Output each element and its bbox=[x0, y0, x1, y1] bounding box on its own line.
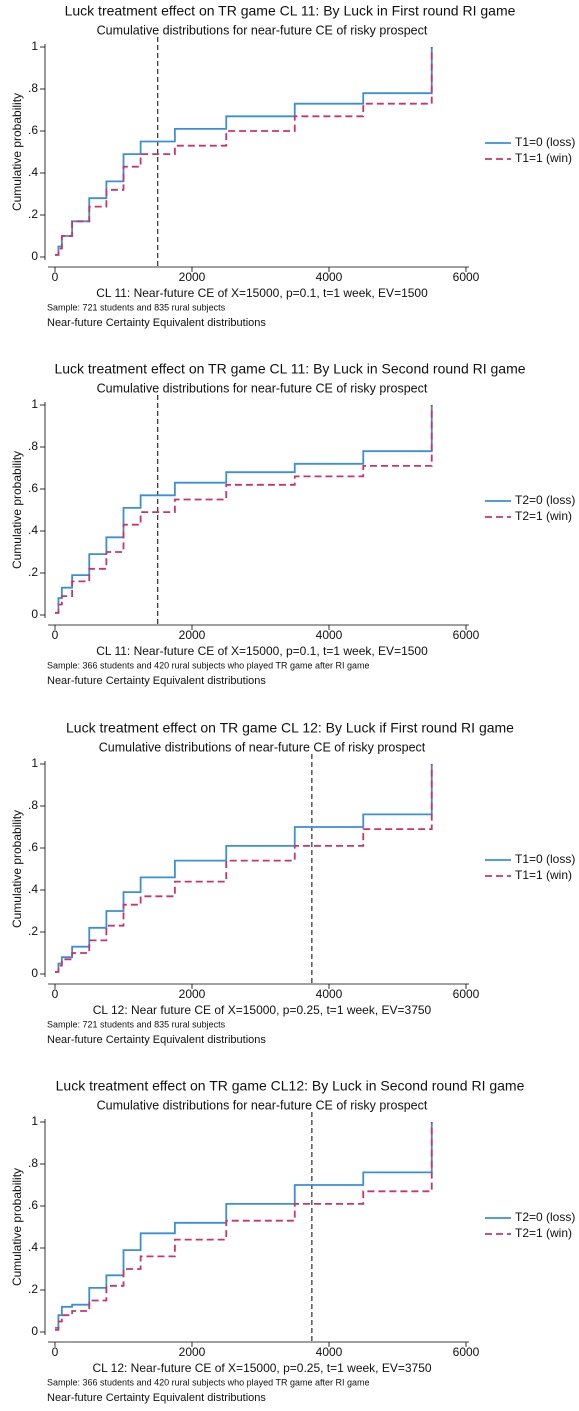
legend-label: T1=0 (loss) bbox=[515, 852, 575, 866]
x-tick-label: 6000 bbox=[453, 270, 480, 284]
chart: Luck treatment effect on TR game CL 12: … bbox=[10, 720, 575, 1046]
cdf-line bbox=[55, 1122, 433, 1331]
y-tick-label: .2 bbox=[28, 924, 38, 938]
sample-note: Sample: 721 students and 835 rural subje… bbox=[47, 302, 226, 312]
cdf-line bbox=[55, 764, 433, 973]
y-tick-label: 1 bbox=[31, 756, 38, 770]
chart-title: Luck treatment effect on TR game CL 12: … bbox=[66, 720, 514, 736]
y-axis-label: Cumulative probability bbox=[10, 810, 24, 928]
y-axis-label: Cumulative probability bbox=[10, 451, 24, 569]
legend-label: T1=0 (loss) bbox=[515, 135, 575, 149]
y-tick-label: 0 bbox=[31, 249, 38, 263]
y-tick-label: .2 bbox=[28, 1282, 38, 1296]
caption-note: Near-future Certainty Equivalent distrib… bbox=[47, 317, 266, 329]
chart-subtitle: Cumulative distributions for near-future… bbox=[97, 23, 428, 37]
legend-label: T2=0 (loss) bbox=[515, 493, 575, 507]
y-tick-label: .8 bbox=[28, 439, 38, 453]
x-tick-label: 4000 bbox=[316, 270, 343, 284]
chart: Luck treatment effect on TR game CL 11: … bbox=[10, 361, 575, 687]
x-axis-label: CL 11: Near-future CE of X=15000, p=0.1,… bbox=[96, 286, 428, 300]
chart-title: Luck treatment effect on TR game CL12: B… bbox=[56, 1078, 525, 1094]
y-tick-label: 0 bbox=[31, 607, 38, 621]
x-tick-label: 6000 bbox=[453, 628, 480, 642]
cdf-line bbox=[55, 764, 433, 973]
chart-subtitle: Cumulative distributions for near-future… bbox=[97, 1098, 428, 1112]
x-tick-label: 4000 bbox=[316, 1345, 343, 1359]
sample-note: Sample: 366 students and 420 rural subje… bbox=[47, 1377, 370, 1387]
x-tick-label: 6000 bbox=[453, 1345, 480, 1359]
y-tick-label: 1 bbox=[31, 39, 38, 53]
x-tick-label: 2000 bbox=[179, 987, 206, 1001]
cdf-line bbox=[55, 47, 433, 256]
cdf-line bbox=[55, 1122, 433, 1329]
x-tick-label: 0 bbox=[52, 1345, 59, 1359]
caption-note: Near-future Certainty Equivalent distrib… bbox=[47, 1392, 266, 1404]
y-axis-label: Cumulative probability bbox=[10, 93, 24, 211]
x-tick-label: 2000 bbox=[179, 628, 206, 642]
y-tick-label: .6 bbox=[28, 1198, 38, 1212]
x-axis-label: CL 12: Near-future CE of X=15000, p=0.25… bbox=[92, 1361, 431, 1375]
x-tick-label: 0 bbox=[52, 987, 59, 1001]
legend-label: T1=1 (win) bbox=[515, 868, 572, 882]
cdf-line bbox=[55, 47, 433, 256]
x-tick-label: 0 bbox=[52, 270, 59, 284]
y-tick-label: 1 bbox=[31, 1114, 38, 1128]
y-tick-label: .4 bbox=[28, 165, 38, 179]
chart-title: Luck treatment effect on TR game CL 11: … bbox=[65, 3, 516, 19]
x-axis-label: CL 11: Near-future CE of X=15000, p=0.1,… bbox=[96, 644, 428, 658]
sample-note: Sample: 721 students and 835 rural subje… bbox=[47, 1019, 226, 1029]
y-tick-label: .4 bbox=[28, 1240, 38, 1254]
cdf-line bbox=[55, 405, 433, 614]
y-tick-label: .2 bbox=[28, 207, 38, 221]
y-tick-label: .4 bbox=[28, 882, 38, 896]
legend-label: T1=1 (win) bbox=[515, 151, 572, 165]
cdf-line bbox=[55, 405, 433, 614]
x-axis-label: CL 12: Near future CE of X=15000, p=0.25… bbox=[93, 1003, 432, 1017]
y-tick-label: .6 bbox=[28, 123, 38, 137]
y-axis-label: Cumulative probability bbox=[10, 1168, 24, 1286]
chart-subtitle: Cumulative distributions for near-future… bbox=[97, 381, 428, 395]
y-tick-label: .8 bbox=[28, 798, 38, 812]
y-tick-label: .6 bbox=[28, 481, 38, 495]
legend-label: T2=1 (win) bbox=[515, 1226, 572, 1240]
y-tick-label: .6 bbox=[28, 840, 38, 854]
y-tick-label: .2 bbox=[28, 565, 38, 579]
y-tick-label: .8 bbox=[28, 81, 38, 95]
sample-note: Sample: 366 students and 420 rural subje… bbox=[47, 660, 370, 670]
chart-subtitle: Cumulative distributions of near-future … bbox=[99, 740, 426, 754]
chart: Luck treatment effect on TR game CL 11: … bbox=[10, 3, 575, 329]
y-tick-label: 0 bbox=[31, 966, 38, 980]
x-tick-label: 2000 bbox=[179, 1345, 206, 1359]
x-tick-label: 0 bbox=[52, 628, 59, 642]
x-tick-label: 4000 bbox=[316, 987, 343, 1001]
x-tick-label: 6000 bbox=[453, 987, 480, 1001]
x-tick-label: 2000 bbox=[179, 270, 206, 284]
x-tick-label: 4000 bbox=[316, 628, 343, 642]
chart-title: Luck treatment effect on TR game CL 11: … bbox=[54, 361, 525, 377]
y-tick-label: .4 bbox=[28, 523, 38, 537]
legend-label: T2=1 (win) bbox=[515, 509, 572, 523]
legend-label: T2=0 (loss) bbox=[515, 1210, 575, 1224]
caption-note: Near-future Certainty Equivalent distrib… bbox=[47, 675, 266, 687]
y-tick-label: .8 bbox=[28, 1156, 38, 1170]
caption-note: Near-future Certainty Equivalent distrib… bbox=[47, 1034, 266, 1046]
chart: Luck treatment effect on TR game CL12: B… bbox=[10, 1078, 575, 1404]
y-tick-label: 1 bbox=[31, 397, 38, 411]
y-tick-label: 0 bbox=[31, 1324, 38, 1338]
